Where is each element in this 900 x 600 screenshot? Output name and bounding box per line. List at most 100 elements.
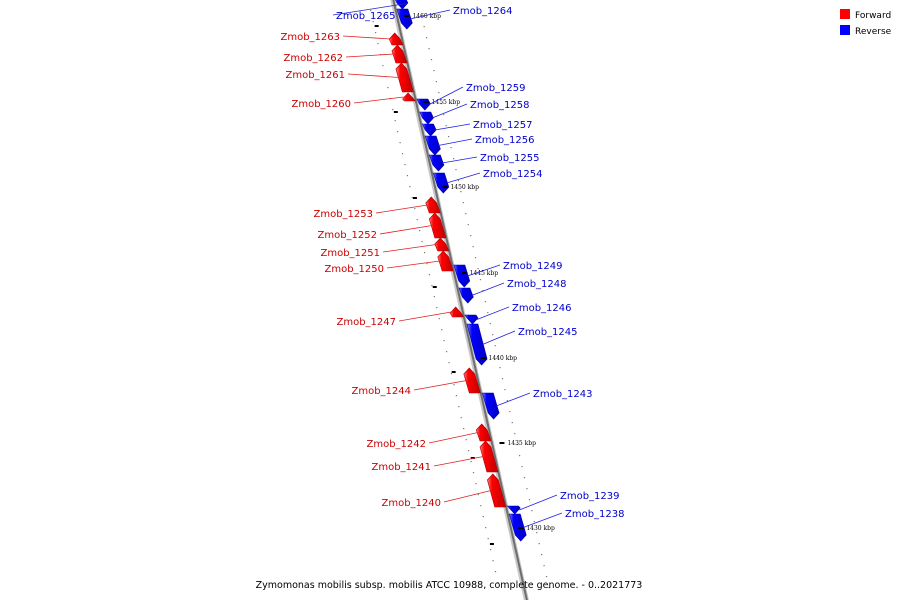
minor-dot-right xyxy=(484,301,486,303)
minor-dot-right xyxy=(521,466,523,468)
gene-label: Zmob_1240 xyxy=(381,498,441,509)
gene-label: Zmob_1247 xyxy=(336,317,396,328)
minor-dot-right xyxy=(536,532,538,534)
gene-label: Zmob_1244 xyxy=(351,386,411,397)
minor-dot-right xyxy=(474,257,477,259)
gene-leader-line xyxy=(410,9,451,20)
gene-arrow-zmob-1257 xyxy=(422,123,437,137)
gene-arrow-zmob-1256 xyxy=(424,135,441,156)
minor-dot-left xyxy=(414,208,416,210)
gene-leader-line xyxy=(482,330,516,345)
gene-arrow-zmob-1258 xyxy=(419,111,434,125)
minor-dot-left xyxy=(431,285,433,287)
minor-dot-right xyxy=(541,554,543,556)
minor-dot-left xyxy=(482,516,484,518)
minor-dot-right xyxy=(496,356,499,358)
gene-leader-line xyxy=(342,35,391,40)
scale-ticks: 1460 kbp 1455 kbp 1450 kbp 1445 kbp 1440 kbp… xyxy=(374,13,555,545)
minor-dot-left xyxy=(472,472,475,474)
legend-forward-swatch xyxy=(840,9,850,19)
legend-reverse-swatch xyxy=(840,25,850,35)
minor-dot-right xyxy=(457,180,460,182)
minor-dot-right xyxy=(467,224,469,226)
minor-dot-right xyxy=(450,147,452,149)
minor-dot-left xyxy=(392,109,394,111)
minor-dot-right xyxy=(421,15,423,17)
gene-arrow-zmob-1250 xyxy=(437,250,454,272)
minor-dot-left xyxy=(433,296,435,298)
gene-arrow-zmob-1246 xyxy=(464,314,479,325)
gene-leader-line xyxy=(413,380,467,391)
gene-leader-line xyxy=(471,282,505,296)
gene-label: Zmob_1251 xyxy=(320,248,380,259)
minor-dot-left xyxy=(477,494,480,496)
gene-label: Zmob_1259 xyxy=(466,83,526,94)
minor-dot-right xyxy=(489,323,491,325)
gene-leader-line xyxy=(382,244,437,253)
minor-dot-left xyxy=(470,461,472,463)
minor-dot-right xyxy=(514,433,516,435)
minor-dot-left xyxy=(465,439,467,441)
minor-dot-left xyxy=(494,571,497,573)
minor-dot-right xyxy=(470,235,472,237)
minor-dot-right xyxy=(519,455,521,457)
minor-dot-right xyxy=(479,279,482,281)
minor-dot-left xyxy=(406,175,409,177)
tick-label: 1440 kbp xyxy=(489,355,518,362)
minor-tick-dots xyxy=(370,10,550,589)
gene-label: Zmob_1245 xyxy=(518,327,578,338)
minor-dot-left xyxy=(463,428,465,430)
minor-dot-left xyxy=(458,406,460,408)
gene-leader-line xyxy=(431,103,468,119)
minor-dot-right xyxy=(526,488,528,490)
minor-dot-left xyxy=(445,351,448,353)
gene-arrow-zmob-1255 xyxy=(428,154,445,172)
minor-dot-left xyxy=(441,329,443,331)
gene-leader-line xyxy=(386,260,441,269)
minor-dot-right xyxy=(531,510,533,512)
gene-arrow-zmob-1244 xyxy=(463,367,481,394)
minor-dot-right xyxy=(462,202,464,204)
gene-label: Zmob_1261 xyxy=(285,70,345,81)
gene-leader-line xyxy=(332,3,407,16)
gene-arrow-zmob-1253 xyxy=(425,196,441,214)
gene-arrow-zmob-1241 xyxy=(479,440,499,473)
gene-label: Zmob_1254 xyxy=(483,169,543,180)
minor-dot-left xyxy=(438,318,440,320)
backbone-line xyxy=(392,0,528,600)
gene-arrow-zmob-1252 xyxy=(428,212,447,239)
minor-dot-left xyxy=(375,32,377,34)
gene-label: Zmob_1248 xyxy=(507,279,567,290)
minor-dot-right xyxy=(492,334,494,336)
minor-dot-right xyxy=(435,81,437,83)
minor-dot-left xyxy=(409,186,411,188)
minor-dot-right xyxy=(430,59,433,61)
minor-dot-right xyxy=(472,246,474,248)
label-leaders xyxy=(332,3,563,528)
gene-label: Zmob_1252 xyxy=(317,230,377,241)
gene-leader-line xyxy=(379,225,433,235)
minor-dot-left xyxy=(411,197,413,199)
minor-dot-left xyxy=(497,582,499,584)
legend-forward-label: Forward xyxy=(855,11,891,21)
gene-arrow-zmob-1260 xyxy=(402,92,417,102)
gene-label: Zmob_1262 xyxy=(283,53,343,64)
minor-dot-right xyxy=(433,70,435,72)
minor-dot-left xyxy=(443,340,445,342)
minor-dot-left xyxy=(397,131,399,133)
minor-dot-left xyxy=(468,450,470,452)
gene-label: Zmob_1246 xyxy=(512,303,572,314)
gene-leader-line xyxy=(398,311,452,322)
gene-arrow-zmob-1245 xyxy=(466,323,488,366)
minor-dot-right xyxy=(499,367,501,369)
minor-dot-left xyxy=(401,153,404,155)
minor-dot-right xyxy=(528,499,531,501)
gene-labels: Zmob_1265 Zmob_1264 Zmob_1263 Zmob_1262 Zmob… xyxy=(280,6,624,520)
minor-dot-right xyxy=(452,158,455,160)
minor-dot-left xyxy=(421,241,423,243)
gene-leader-line xyxy=(428,432,479,444)
gene-features xyxy=(388,0,527,542)
minor-dot-right xyxy=(460,191,462,193)
gene-leader-line xyxy=(428,86,464,105)
